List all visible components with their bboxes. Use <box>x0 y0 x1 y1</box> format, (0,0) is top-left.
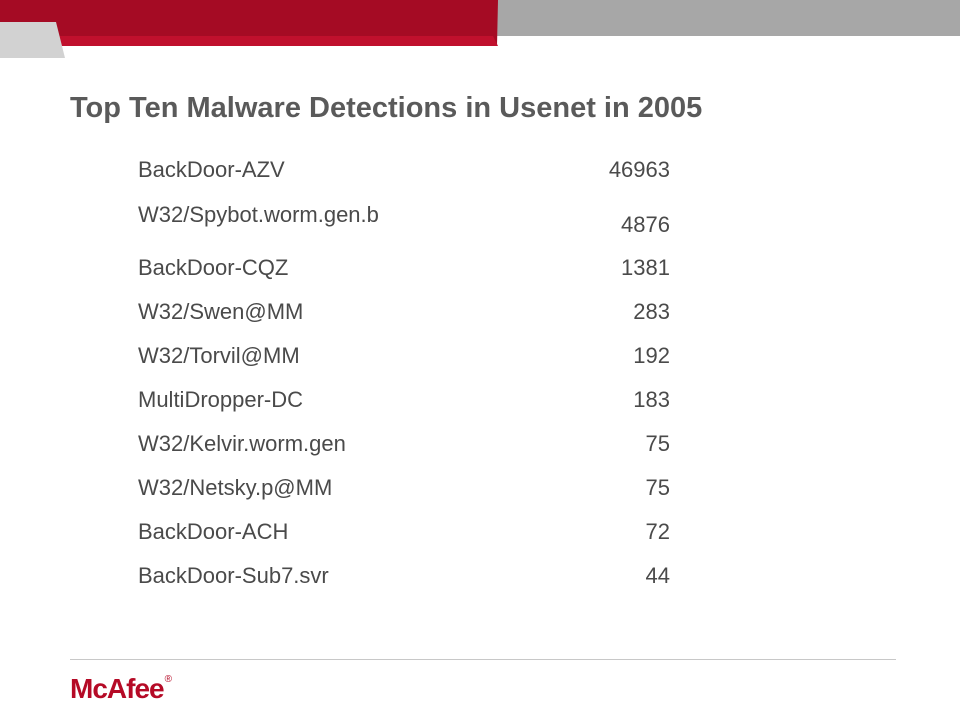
detection-count: 192 <box>633 343 670 368</box>
detection-count: 283 <box>633 299 670 324</box>
logo-wordmark: McAfee <box>70 673 165 704</box>
header-band-red-stripe <box>0 36 498 46</box>
malware-name: BackDoor-CQZ <box>138 255 289 280</box>
table-row: BackDoor-AZV 46963 <box>138 148 670 192</box>
detection-count: 75 <box>645 475 670 500</box>
slide-title: Top Ten Malware Detections in Usenet in … <box>70 92 703 124</box>
table-row: W32/Swen@MM 283 <box>138 290 670 334</box>
table-row: BackDoor-CQZ 1381 <box>138 246 670 290</box>
table-row: W32/Kelvir.worm.gen 75 <box>138 422 670 466</box>
detection-count: 183 <box>633 387 670 412</box>
detection-count: 1381 <box>621 255 670 280</box>
detection-count: 4876 <box>621 212 670 237</box>
table-row: W32/Torvil@MM 192 <box>138 334 670 378</box>
table-row: W32/Netsky.p@MM 75 <box>138 466 670 510</box>
registered-mark: ® <box>164 674 172 685</box>
malware-name: BackDoor-ACH <box>138 519 289 544</box>
detections-table: BackDoor-AZV 46963 W32/Spybot.worm.gen.b… <box>138 148 670 598</box>
malware-name: BackDoor-AZV <box>138 157 285 182</box>
malware-name: W32/Torvil@MM <box>138 343 300 368</box>
footer-divider <box>70 659 896 660</box>
malware-name: MultiDropper-DC <box>138 387 304 412</box>
malware-name: BackDoor-Sub7.svr <box>138 563 329 588</box>
detection-count: 46963 <box>608 157 670 182</box>
malware-name: W32/Kelvir.worm.gen <box>138 431 346 456</box>
detection-count: 75 <box>645 431 670 456</box>
table-row: BackDoor-Sub7.svr 44 <box>138 554 670 598</box>
table-row: BackDoor-ACH 72 <box>138 510 670 554</box>
detection-count: 72 <box>645 519 670 544</box>
mcafee-logo: McAfee® <box>70 675 172 703</box>
detection-count: 44 <box>645 563 670 588</box>
malware-name: W32/Spybot.worm.gen.b <box>138 202 379 227</box>
header-tab-accent <box>0 22 65 58</box>
table-row: W32/Spybot.worm.gen.b 4876 <box>138 192 670 246</box>
table-row: MultiDropper-DC 183 <box>138 378 670 422</box>
malware-name: W32/Netsky.p@MM <box>138 475 333 500</box>
malware-name: W32/Swen@MM <box>138 299 304 324</box>
